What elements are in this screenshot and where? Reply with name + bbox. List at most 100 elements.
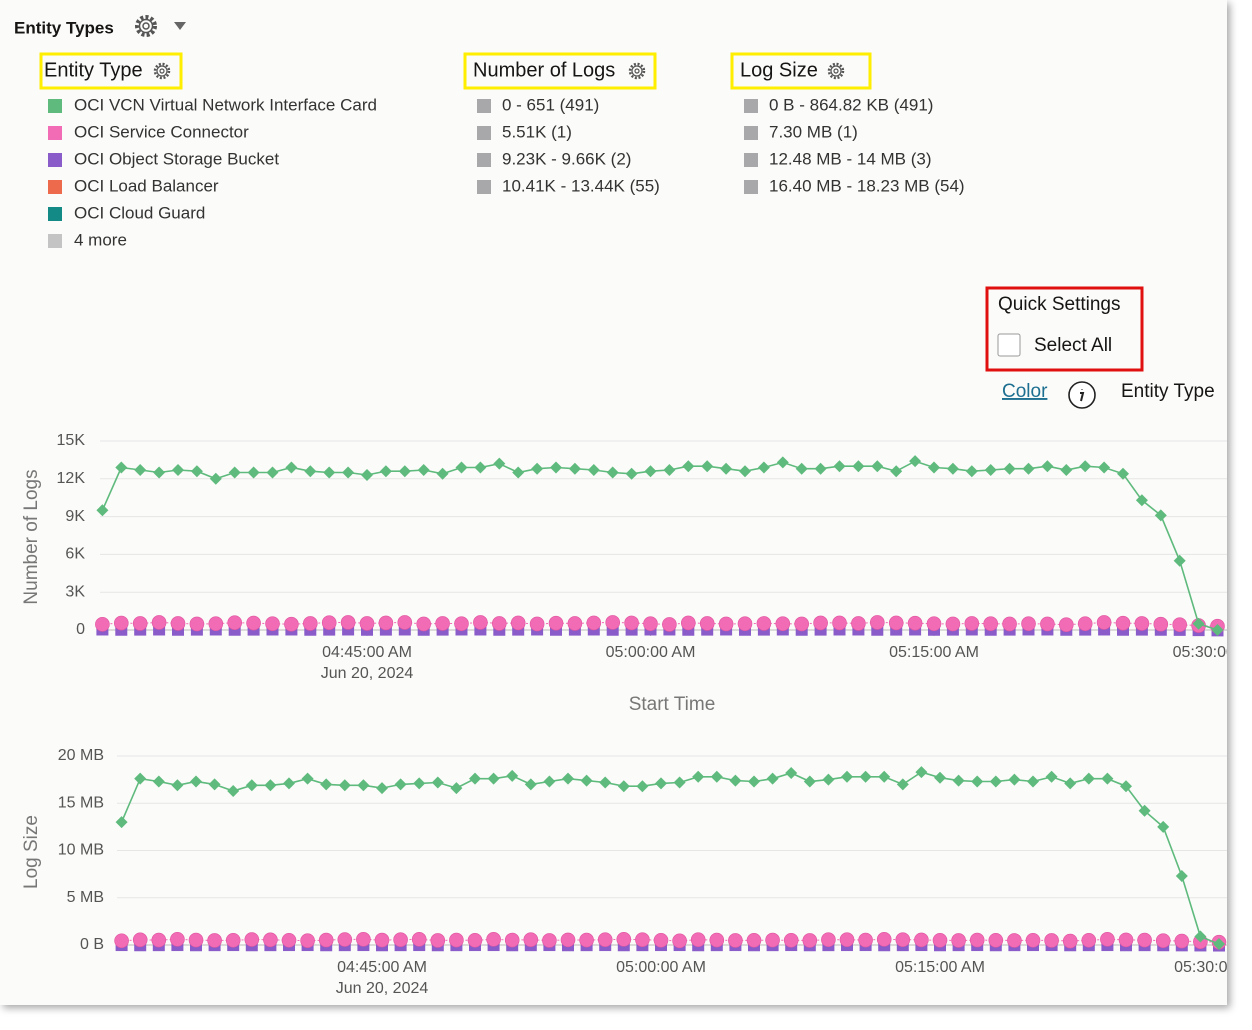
legend-swatch [477,180,491,194]
data-point [643,616,658,632]
data-point [821,932,836,948]
data-point [542,933,557,948]
data-point [493,457,506,470]
data-point [1079,460,1092,473]
data-point [115,461,128,474]
data-point [803,775,816,788]
color-link[interactable]: Color [1002,381,1048,402]
data-point [550,461,562,474]
data-point [170,616,186,631]
data-point [361,626,373,636]
data-point [709,932,725,948]
data-point [606,626,619,636]
data-point [560,932,576,948]
data-point [172,626,184,636]
x-tick-label: 05:00:00 AM [616,959,706,976]
data-point [379,626,392,636]
dropdown-caret[interactable] [174,22,186,30]
data-point [605,615,621,630]
data-point [430,933,446,948]
data-point [1045,770,1058,783]
data-point [984,626,997,636]
data-point [775,616,791,632]
data-point [189,616,205,632]
data-point [832,615,847,631]
data-point [398,626,411,636]
x-tick-label: 05:30:00 AM [1174,959,1252,976]
data-point [321,615,337,630]
legend-item: OCI Service Connector [74,122,249,141]
data-point [690,932,706,948]
settings-icon[interactable] [135,15,157,37]
data-point [96,504,109,517]
gear-icon [628,62,646,80]
legend-item: 7.30 MB (1) [769,122,858,141]
data-point [323,626,336,636]
data-point [454,616,469,632]
data-point [320,778,333,791]
data-point [914,932,929,948]
legend-item: 5.51K (1) [502,122,572,141]
data-point [737,616,753,632]
data-point [416,616,432,632]
data-point [1120,780,1132,793]
data-point [510,615,526,631]
data-point [397,615,413,630]
gear-hole [159,68,165,74]
data-point [284,616,299,632]
data-point [653,932,669,948]
x-tick-label: 05:15:00 AM [895,959,985,976]
data-point [946,462,959,475]
data-point [134,626,147,636]
legend-swatch [477,126,491,140]
data-point [871,460,884,473]
x-tick-label: 04:45:00 AM [337,959,427,976]
data-point [606,466,619,479]
select-all-label[interactable]: Select All [1034,335,1112,356]
data-point [895,932,911,948]
data-point [208,778,221,791]
data-point [474,461,487,474]
data-point [436,626,449,636]
data-point [568,462,581,475]
y-tick-label: 15K [57,432,86,449]
data-point [1082,772,1095,785]
data-point [718,616,734,632]
data-point [876,932,892,947]
data-point [984,463,997,476]
gear-hole [833,68,839,74]
data-point [1002,616,1017,632]
quick-settings-title: Quick Settings [998,294,1121,315]
data-point [841,770,853,783]
data-point [266,466,279,479]
data-point [720,462,733,475]
color-value: Entity Type [1121,381,1215,402]
gear-teeth [153,62,171,80]
data-point [374,932,390,948]
x-tick-label: 04:45:00 AM [322,644,412,661]
legend-item: 0 - 651 (491) [502,95,599,114]
series-line [121,938,1220,943]
y-tick-label: 0 [76,621,85,638]
data-point [1118,932,1134,948]
data-point [531,462,544,475]
data-point [228,626,241,636]
data-point [699,616,715,631]
data-point [1098,461,1111,474]
y-tick-label: 20 MB [58,747,104,764]
data-point [1062,933,1078,949]
gear-body [830,65,842,77]
data-point [802,933,818,948]
checkbox[interactable] [997,333,1021,357]
info-icon[interactable] [1068,381,1096,409]
legend-item: OCI Load Balancer [74,176,219,195]
data-point [915,766,928,779]
data-point [1115,615,1131,631]
gear-teeth [628,62,646,80]
data-point [859,770,872,783]
data-point [988,932,1004,948]
legend-swatch [48,207,62,221]
data-point [543,775,556,788]
data-point [1064,777,1077,790]
data-point [587,463,600,476]
